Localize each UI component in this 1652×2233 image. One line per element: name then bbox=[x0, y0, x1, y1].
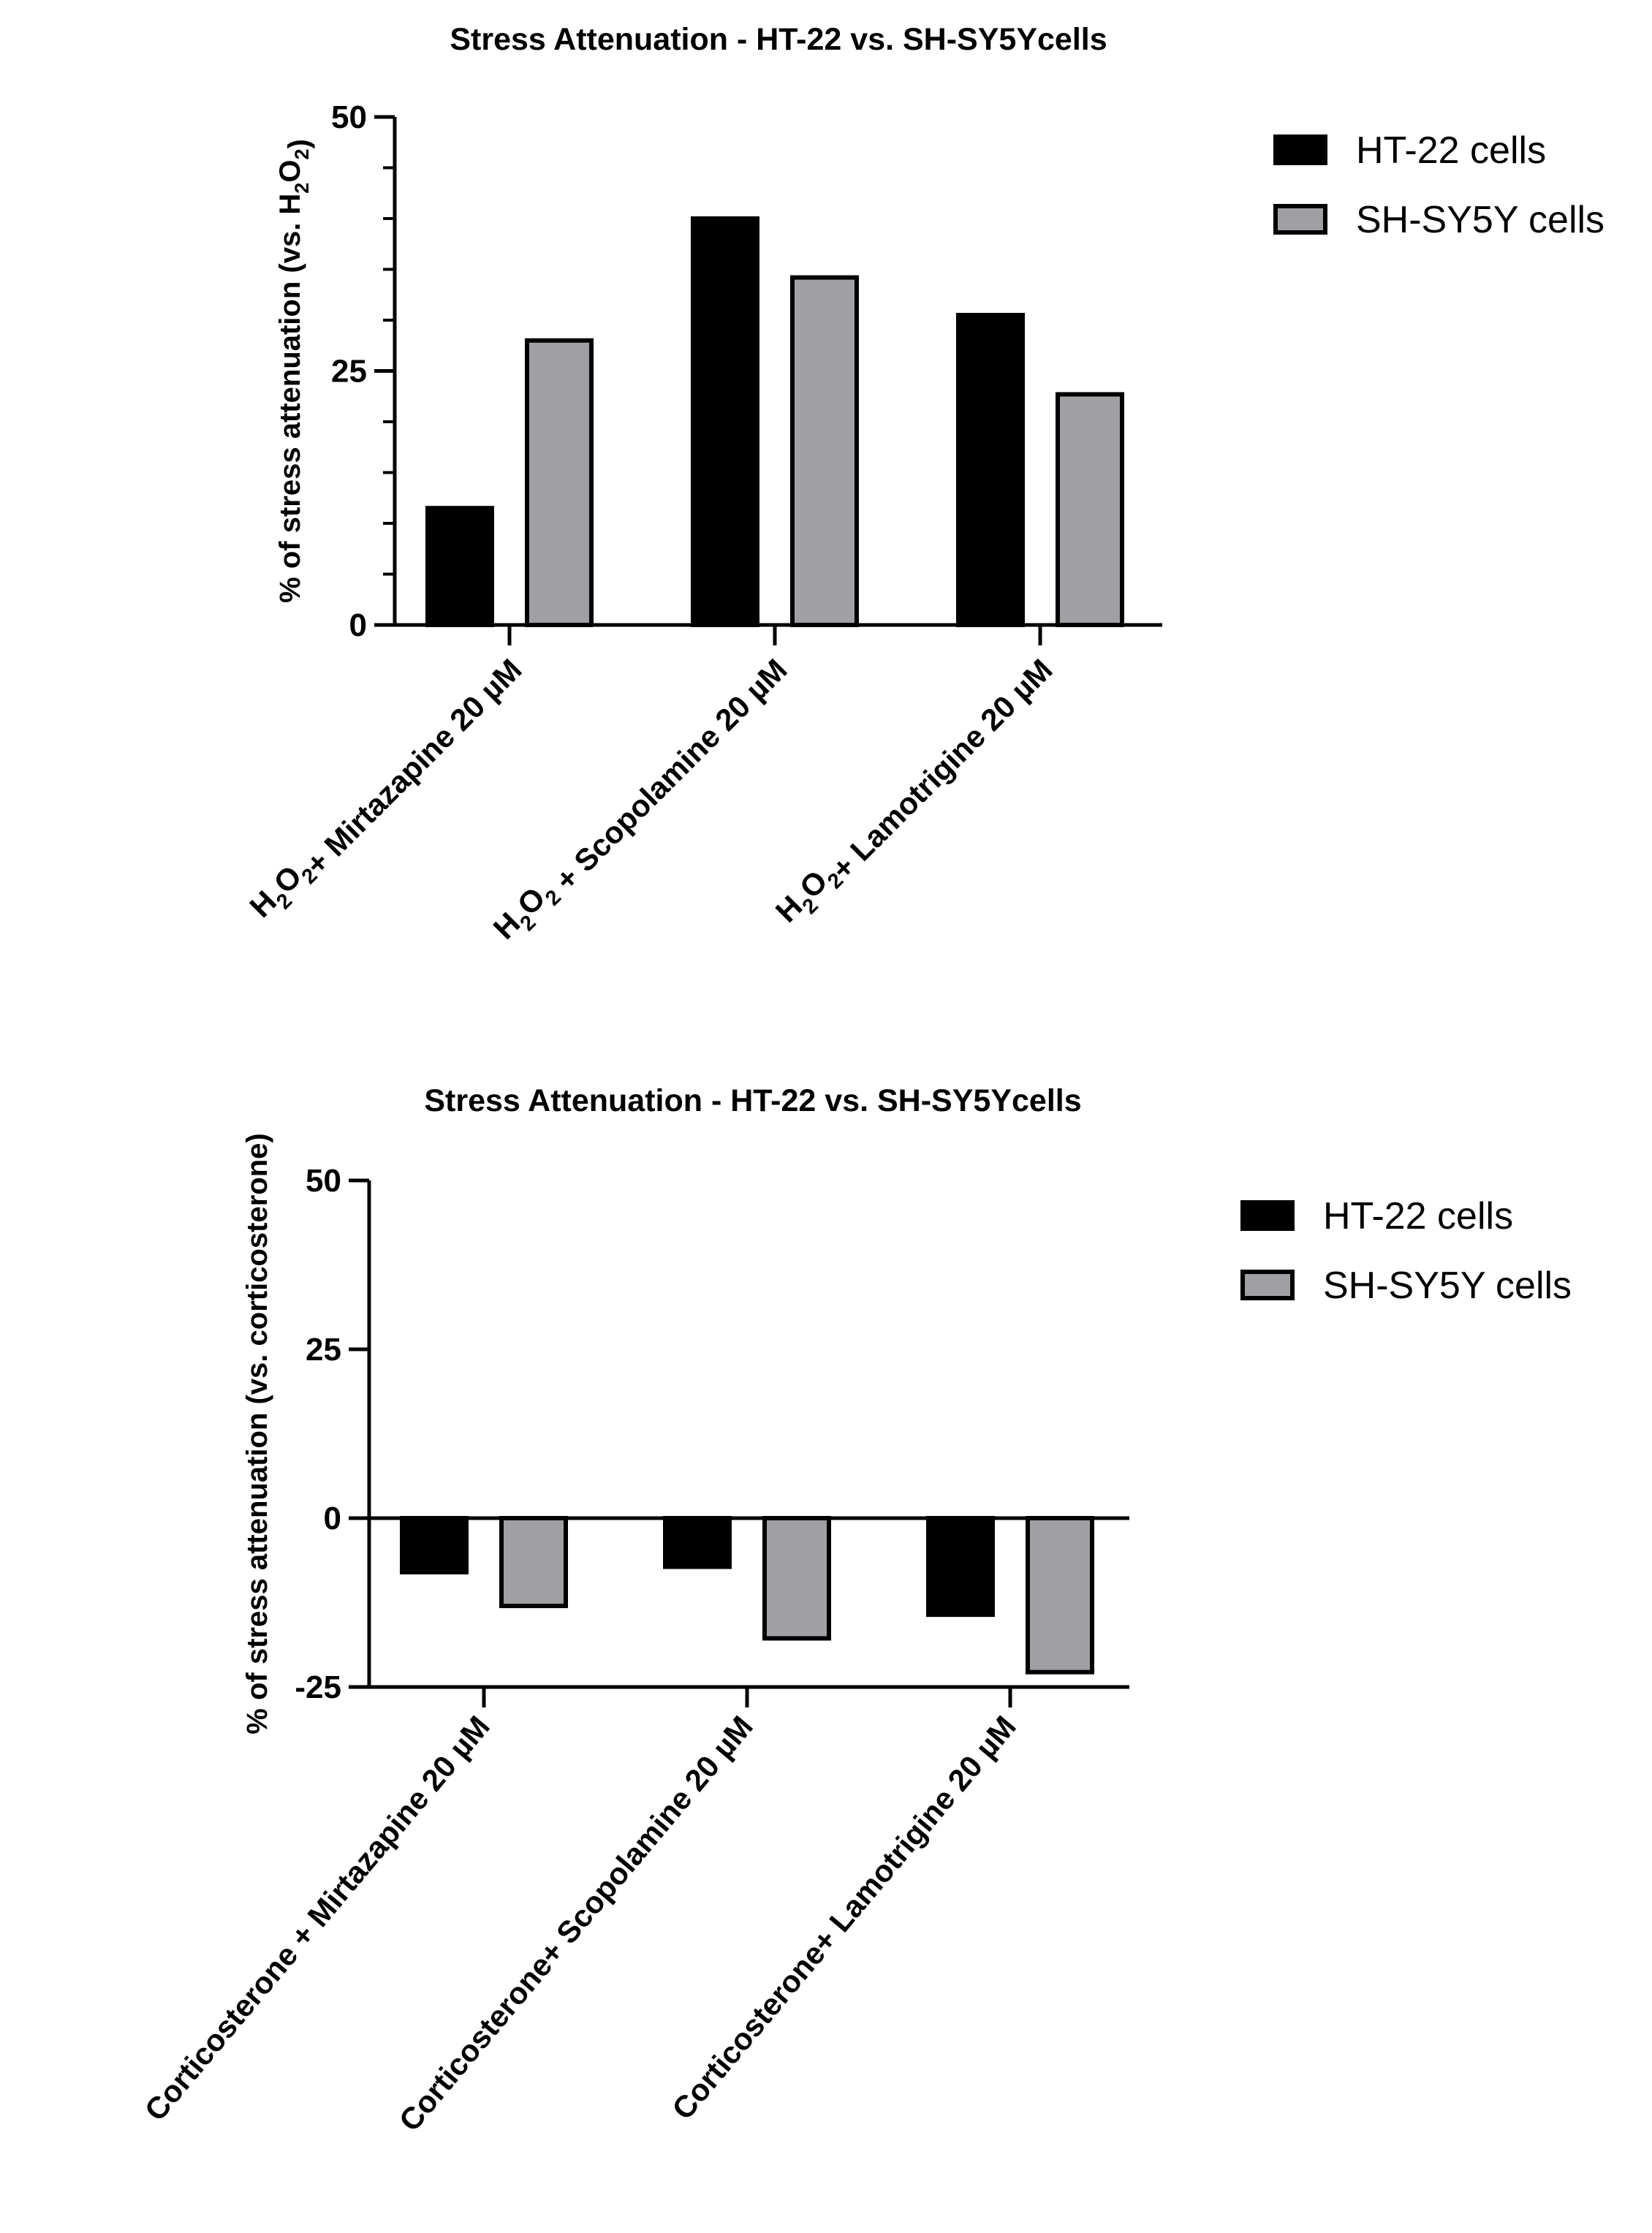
legend-swatch bbox=[1240, 1200, 1295, 1231]
y-axis-label: % of stress attenuation (vs. corticoster… bbox=[241, 1133, 273, 1734]
category-label: H2O2+ Lamotrigine 20 µM bbox=[769, 645, 1059, 936]
y-tick-label: 50 bbox=[306, 1163, 341, 1199]
chart-title: Stress Attenuation - HT-22 vs. SH-SY5Yce… bbox=[424, 1083, 1081, 1118]
bar-ht-22-cells-1 bbox=[400, 1516, 469, 1574]
bar-ht-22-cells-1 bbox=[425, 506, 494, 628]
y-tick-label: 0 bbox=[324, 1501, 341, 1536]
bar-sh-sy5y-cells-1 bbox=[525, 338, 594, 627]
bar-ht-22-cells-2 bbox=[663, 1516, 732, 1569]
y-tick-label: -25 bbox=[295, 1669, 341, 1705]
bar-ht-22-cells-3 bbox=[926, 1516, 995, 1618]
legend-label: SH-SY5Y cells bbox=[1323, 1265, 1572, 1307]
y-tick-label: 25 bbox=[306, 1332, 341, 1368]
y-tick-label: 0 bbox=[349, 607, 367, 643]
chart-1: Stress Attenuation - HT-22 vs. SH-SY5Yce… bbox=[243, 22, 1604, 952]
bar-sh-sy5y-cells-2 bbox=[762, 1516, 831, 1641]
bar-ht-22-cells-2 bbox=[691, 216, 759, 627]
legend-label: HT-22 cells bbox=[1323, 1195, 1513, 1237]
legend-swatch bbox=[1273, 204, 1327, 235]
legend-label: SH-SY5Y cells bbox=[1356, 199, 1604, 241]
y-tick-label: 50 bbox=[331, 99, 367, 135]
bar-sh-sy5y-cells-1 bbox=[499, 1516, 568, 1609]
chart-2: Stress Attenuation - HT-22 vs. SH-SY5Yce… bbox=[138, 1083, 1572, 2138]
bar-sh-sy5y-cells-3 bbox=[1026, 1516, 1094, 1675]
category-label: H2O2 + Scopolamine 20 µM bbox=[487, 645, 794, 952]
legend-swatch bbox=[1240, 1270, 1295, 1300]
y-axis-label: % of stress attenuation (vs. H2O2) bbox=[274, 139, 315, 603]
bar-sh-sy5y-cells-2 bbox=[790, 275, 859, 627]
chart-title: Stress Attenuation - HT-22 vs. SH-SY5Yce… bbox=[450, 22, 1107, 57]
legend-label: HT-22 cells bbox=[1356, 129, 1546, 172]
bar-sh-sy5y-cells-3 bbox=[1056, 392, 1124, 627]
category-label: H2O2+ Mirtazapine 20 µM bbox=[243, 645, 528, 930]
legend-swatch bbox=[1273, 134, 1327, 165]
y-tick-label: 25 bbox=[331, 354, 367, 390]
bar-ht-22-cells-3 bbox=[956, 313, 1025, 627]
